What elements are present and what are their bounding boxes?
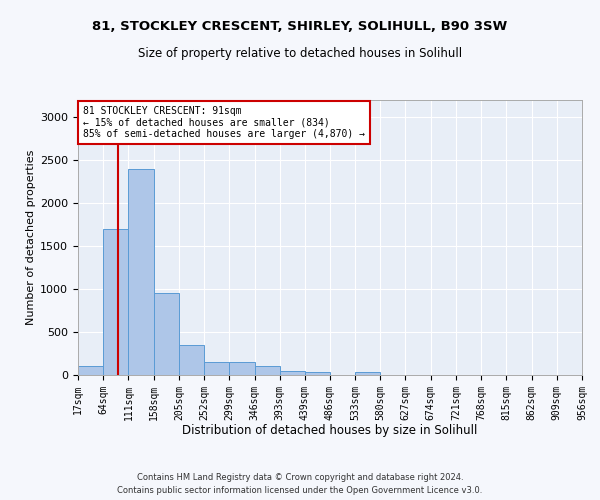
Text: Size of property relative to detached houses in Solihull: Size of property relative to detached ho…	[138, 48, 462, 60]
Bar	[355, 372, 380, 375]
Bar	[103, 229, 128, 375]
Bar	[204, 362, 229, 375]
Bar	[305, 372, 330, 375]
Bar	[154, 294, 179, 375]
Text: 81, STOCKLEY CRESCENT, SHIRLEY, SOLIHULL, B90 3SW: 81, STOCKLEY CRESCENT, SHIRLEY, SOLIHULL…	[92, 20, 508, 33]
Text: 81 STOCKLEY CRESCENT: 91sqm
← 15% of detached houses are smaller (834)
85% of se: 81 STOCKLEY CRESCENT: 91sqm ← 15% of det…	[83, 106, 365, 138]
Bar	[128, 169, 154, 375]
Text: Contains public sector information licensed under the Open Government Licence v3: Contains public sector information licen…	[118, 486, 482, 495]
X-axis label: Distribution of detached houses by size in Solihull: Distribution of detached houses by size …	[182, 424, 478, 437]
Bar	[280, 370, 305, 375]
Text: Contains HM Land Registry data © Crown copyright and database right 2024.: Contains HM Land Registry data © Crown c…	[137, 472, 463, 482]
Bar	[78, 366, 103, 375]
Bar	[229, 362, 254, 375]
Bar	[179, 346, 204, 375]
Bar	[254, 366, 280, 375]
Y-axis label: Number of detached properties: Number of detached properties	[26, 150, 36, 325]
